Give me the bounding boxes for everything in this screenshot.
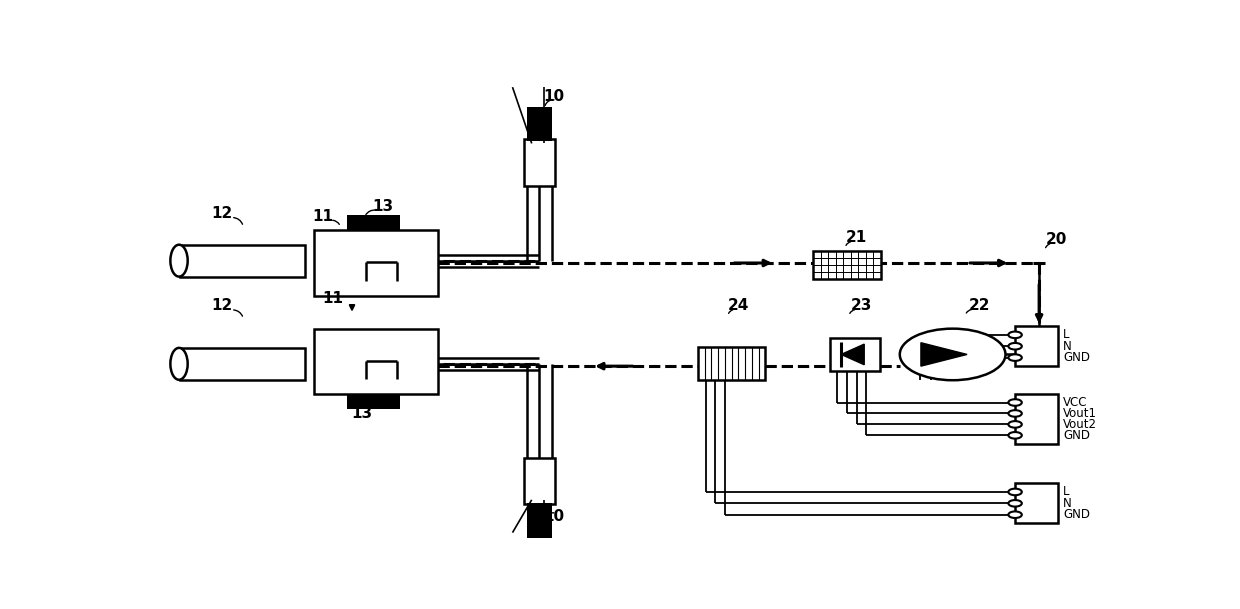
Bar [527, 107, 552, 141]
Bar [813, 252, 880, 280]
Bar [314, 329, 439, 394]
Bar [830, 338, 879, 371]
Bar [1016, 326, 1059, 366]
Circle shape [1008, 488, 1022, 495]
Text: 11: 11 [322, 290, 343, 306]
Circle shape [1008, 512, 1022, 518]
Text: 12: 12 [212, 298, 233, 312]
Text: L: L [1063, 328, 1070, 341]
Bar [180, 348, 305, 380]
Text: 12: 12 [212, 206, 233, 221]
Bar [347, 394, 401, 409]
Circle shape [1008, 410, 1022, 417]
Circle shape [1008, 432, 1022, 438]
Text: Vout2: Vout2 [1063, 418, 1097, 431]
Bar [525, 457, 554, 504]
Text: VCC: VCC [1063, 396, 1087, 409]
Polygon shape [921, 343, 967, 366]
Text: Vout1: Vout1 [1063, 407, 1097, 420]
Text: N: N [1063, 340, 1071, 353]
Circle shape [1008, 343, 1022, 350]
Polygon shape [841, 344, 864, 365]
Bar [698, 347, 765, 380]
Text: GND: GND [1063, 351, 1090, 364]
Circle shape [1008, 354, 1022, 361]
Text: 13: 13 [351, 406, 372, 421]
Bar [180, 245, 305, 276]
Circle shape [900, 329, 1006, 380]
Bar [1016, 394, 1059, 443]
Text: 22: 22 [968, 298, 991, 312]
Bar [347, 215, 401, 230]
Ellipse shape [170, 348, 187, 380]
Circle shape [1008, 331, 1022, 338]
Text: 13: 13 [372, 199, 393, 214]
Bar [1016, 484, 1059, 523]
Text: N: N [1063, 497, 1071, 510]
Text: GND: GND [1063, 429, 1090, 442]
Text: 10: 10 [543, 89, 564, 104]
Bar [527, 503, 552, 538]
Circle shape [1008, 400, 1022, 406]
Text: 21: 21 [846, 230, 867, 245]
Circle shape [1008, 500, 1022, 507]
Text: 23: 23 [851, 298, 872, 312]
Ellipse shape [170, 245, 187, 276]
Text: 20: 20 [1045, 232, 1068, 247]
Text: 10: 10 [543, 509, 564, 524]
Bar [525, 139, 554, 186]
Text: 11: 11 [312, 209, 334, 224]
Bar [314, 230, 439, 296]
Text: GND: GND [1063, 509, 1090, 521]
Text: 24: 24 [728, 298, 749, 312]
Circle shape [1008, 421, 1022, 428]
Text: L: L [1063, 485, 1070, 498]
